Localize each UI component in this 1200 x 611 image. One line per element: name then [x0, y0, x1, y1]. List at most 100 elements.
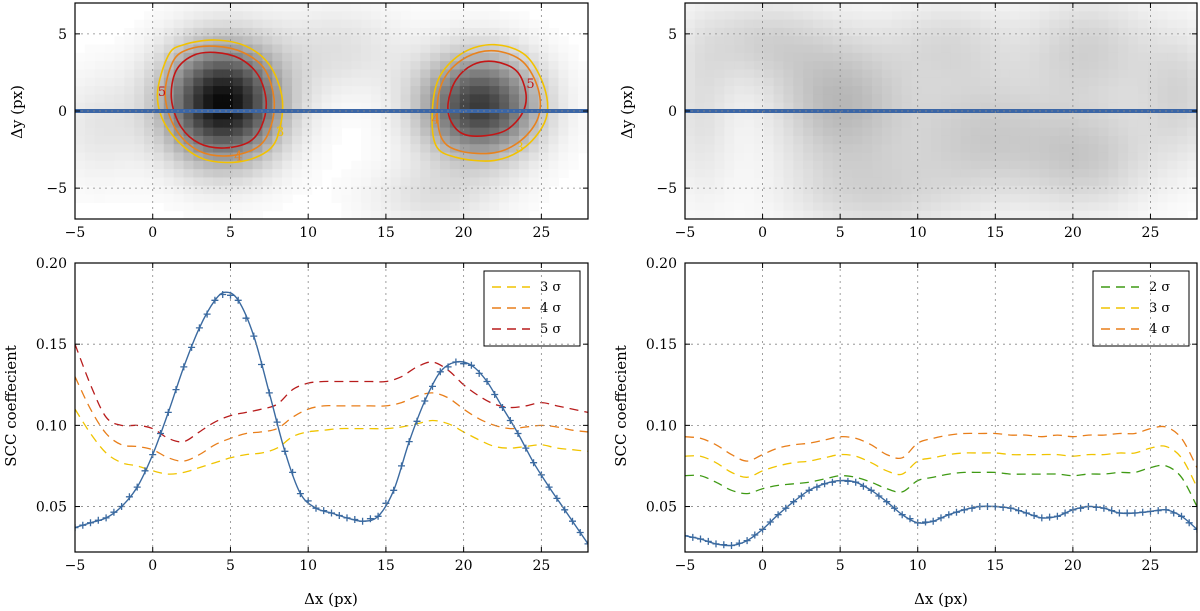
heatmap-cell — [1157, 194, 1169, 203]
heatmap-cell — [763, 185, 775, 195]
heatmap-cell — [538, 27, 550, 37]
heatmap-cell — [1078, 61, 1090, 71]
heatmap-cell — [489, 202, 500, 212]
heatmap-cell — [950, 69, 962, 79]
heatmap-cell — [420, 3, 431, 12]
heatmap-cell — [518, 94, 530, 104]
heatmap-cell — [773, 3, 785, 12]
heatmap-cell — [1177, 160, 1188, 170]
heatmap-cell — [852, 36, 863, 46]
heatmap-cell — [862, 185, 873, 195]
heatmap-cell — [714, 27, 725, 37]
heatmap-cell — [813, 194, 824, 203]
xlabel-bottom-left: Δx (px) — [304, 590, 358, 608]
heatmap-cell — [548, 119, 560, 129]
heatmap-cell — [911, 11, 922, 21]
heatmap-cell — [734, 3, 745, 12]
heatmap-cell — [144, 61, 155, 71]
heatmap-cell — [980, 177, 991, 187]
heatmap-cell — [1167, 102, 1178, 112]
heatmap-cell — [822, 77, 834, 87]
heatmap-cell — [400, 36, 412, 46]
heatmap-cell — [970, 160, 981, 170]
heatmap-cell — [773, 111, 785, 120]
heatmap-cell — [891, 36, 903, 46]
heatmap-cell — [321, 127, 333, 137]
heatmap-cell — [1069, 202, 1080, 212]
heatmap-cell — [203, 160, 214, 170]
heatmap-cell — [1137, 202, 1149, 212]
heatmap-cell — [292, 144, 303, 154]
heatmap-cell — [872, 152, 883, 162]
heatmap-cell — [213, 69, 224, 79]
heatmap-cell — [528, 127, 540, 137]
heatmap-cell — [370, 160, 382, 170]
heatmap-cell — [685, 77, 696, 87]
scc-point — [828, 478, 836, 486]
heatmap-cell — [499, 210, 510, 220]
heatmap-cell — [272, 152, 283, 162]
heatmap-cell — [292, 44, 303, 54]
heatmap-cell — [351, 94, 362, 104]
heatmap-cell — [518, 36, 530, 46]
heatmap-cell — [1108, 44, 1119, 54]
heatmap-cell — [744, 69, 755, 79]
scc-point — [1162, 506, 1170, 514]
heatmap-cell — [1049, 111, 1060, 120]
heatmap-cell — [104, 152, 116, 162]
heatmap-cell — [311, 52, 323, 62]
heatmap-cell — [400, 52, 412, 62]
heatmap-cell — [203, 61, 214, 71]
heatmap-cell — [1177, 111, 1188, 120]
heatmap-cell — [813, 102, 824, 112]
heatmap-cell — [232, 61, 244, 71]
heatmap-cell — [1069, 19, 1080, 29]
ytick-label-0: 0.20 — [36, 256, 67, 272]
heatmap-cell — [370, 169, 382, 179]
heatmap-cell — [213, 160, 224, 170]
heatmap-cell — [931, 19, 942, 29]
heatmap-cell — [724, 194, 735, 203]
heatmap-cell — [1000, 144, 1011, 154]
heatmap-cell — [469, 11, 481, 21]
heatmap-cell — [1029, 44, 1041, 54]
heatmap-cell — [1029, 61, 1041, 71]
heatmap-cell — [410, 77, 421, 87]
heatmap-cell — [114, 111, 125, 120]
scc-point — [751, 531, 759, 539]
heatmap-cell — [252, 11, 264, 21]
heatmap-cell — [548, 127, 560, 137]
heatmap-cell — [783, 177, 794, 187]
heatmap-cell — [960, 144, 972, 154]
heatmap-cell — [1177, 11, 1188, 21]
heatmap-cell — [311, 94, 323, 104]
heatmap-cell — [1069, 77, 1080, 87]
heatmap-cell — [822, 185, 834, 195]
heatmap-cell — [1128, 119, 1139, 129]
heatmap-cell — [1177, 127, 1188, 137]
scc-point — [320, 507, 328, 515]
heatmap-cell — [1167, 210, 1178, 220]
threshold-line-3sigma — [75, 408, 588, 475]
heatmap-cell — [822, 94, 834, 104]
heatmap-cell — [1000, 127, 1011, 137]
heatmap-cell — [1098, 3, 1109, 12]
heatmap-cell — [724, 77, 735, 87]
heatmap-cell — [842, 36, 853, 46]
heatmap-cell — [272, 135, 283, 145]
xlabel-bottom-right: Δx (px) — [914, 590, 968, 608]
heatmap-cell — [950, 27, 962, 37]
heatmap-cell — [852, 77, 863, 87]
ytick-label-2: 0.10 — [646, 418, 677, 434]
heatmap-cell — [1009, 185, 1021, 195]
heatmap-cell — [361, 69, 372, 79]
heatmap-cell — [449, 69, 461, 79]
heatmap-cell — [558, 77, 569, 87]
heatmap-cell — [124, 86, 135, 95]
heatmap-cell — [970, 44, 981, 54]
heatmap-cell — [410, 11, 421, 21]
scc-point — [1100, 504, 1108, 512]
heatmap-cell — [292, 119, 303, 129]
heatmap-cell — [685, 135, 696, 145]
heatmap-cell — [921, 135, 932, 145]
